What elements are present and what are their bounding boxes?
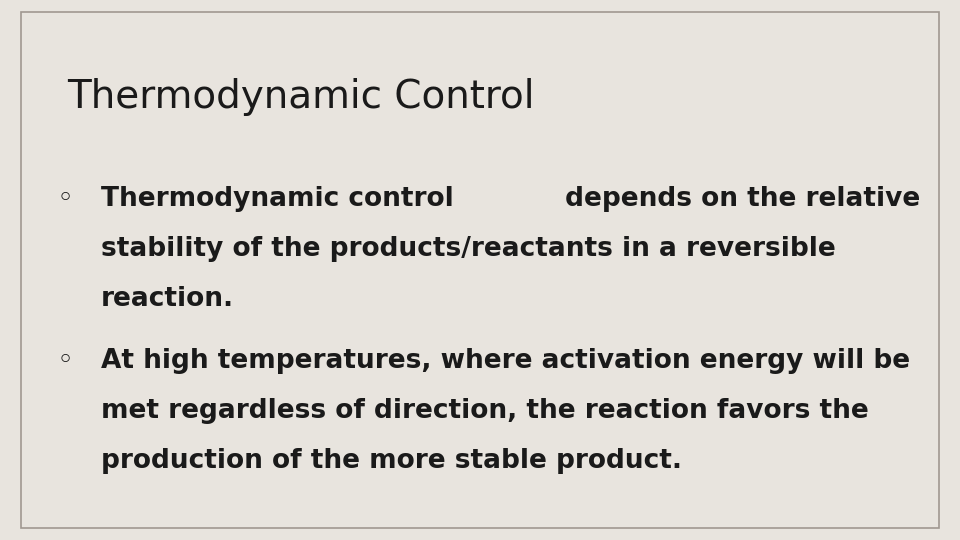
- Text: stability of the products/reactants in a reversible: stability of the products/reactants in a…: [101, 236, 835, 262]
- Text: met regardless of direction, the reaction favors the: met regardless of direction, the reactio…: [101, 398, 869, 424]
- Text: Thermodynamic control: Thermodynamic control: [101, 186, 453, 212]
- Text: reaction.: reaction.: [101, 286, 234, 312]
- Text: Thermodynamic Control: Thermodynamic Control: [67, 78, 535, 116]
- Text: At high temperatures, where activation energy will be: At high temperatures, where activation e…: [101, 348, 910, 374]
- Text: depends on the relative: depends on the relative: [556, 186, 921, 212]
- Text: ◦: ◦: [58, 348, 73, 372]
- FancyBboxPatch shape: [21, 12, 939, 528]
- Text: ◦: ◦: [58, 186, 73, 210]
- Text: production of the more stable product.: production of the more stable product.: [101, 448, 682, 474]
